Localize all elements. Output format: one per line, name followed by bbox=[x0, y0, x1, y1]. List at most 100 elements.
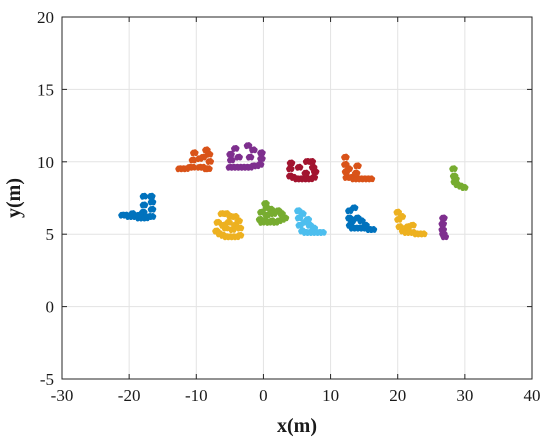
data-point bbox=[423, 231, 428, 236]
data-point bbox=[203, 154, 208, 160]
data-point bbox=[239, 165, 244, 170]
data-point bbox=[412, 231, 417, 237]
data-point bbox=[298, 229, 303, 234]
data-point bbox=[307, 217, 313, 222]
data-point bbox=[182, 166, 187, 171]
data-point bbox=[144, 193, 149, 199]
data-point bbox=[403, 224, 408, 229]
data-point bbox=[231, 146, 236, 151]
data-point bbox=[341, 169, 347, 174]
data-point bbox=[194, 150, 199, 155]
data-point bbox=[249, 163, 254, 169]
data-point bbox=[294, 165, 300, 170]
data-point bbox=[238, 218, 243, 223]
data-point bbox=[299, 176, 304, 182]
data-point bbox=[298, 211, 303, 216]
data-point bbox=[318, 230, 323, 235]
data-point bbox=[344, 166, 349, 171]
data-point bbox=[309, 226, 314, 231]
data-point bbox=[361, 218, 366, 223]
data-point bbox=[245, 165, 250, 170]
data-point bbox=[302, 211, 307, 216]
data-point bbox=[399, 224, 405, 229]
data-point bbox=[300, 220, 306, 225]
data-point bbox=[322, 230, 327, 235]
data-point bbox=[361, 223, 366, 228]
data-point bbox=[351, 226, 357, 231]
y-tick-label: 15 bbox=[37, 80, 54, 99]
data-point bbox=[230, 151, 235, 157]
data-point bbox=[226, 211, 231, 216]
data-point bbox=[265, 201, 270, 206]
data-point bbox=[249, 147, 254, 153]
data-point bbox=[229, 234, 234, 239]
data-point bbox=[286, 166, 291, 171]
data-point bbox=[267, 218, 273, 224]
data-point bbox=[139, 212, 144, 217]
data-point bbox=[257, 150, 262, 156]
y-tick-label: 10 bbox=[37, 153, 54, 172]
data-point bbox=[402, 230, 407, 235]
data-point bbox=[347, 218, 353, 224]
data-point bbox=[440, 234, 445, 239]
data-point bbox=[342, 175, 347, 180]
data-point bbox=[302, 176, 308, 182]
data-point bbox=[306, 176, 311, 182]
data-point bbox=[313, 164, 318, 170]
data-point bbox=[147, 200, 152, 205]
data-point bbox=[212, 229, 217, 234]
data-point bbox=[232, 165, 237, 170]
grid bbox=[61, 16, 533, 380]
data-point bbox=[217, 211, 222, 216]
data-point bbox=[353, 163, 358, 169]
series-cluster bbox=[449, 165, 469, 192]
data-point bbox=[311, 159, 317, 164]
data-point bbox=[261, 201, 266, 206]
series-cluster bbox=[255, 199, 290, 226]
data-point bbox=[280, 215, 285, 221]
data-point bbox=[349, 205, 355, 211]
data-point bbox=[264, 220, 269, 225]
data-point bbox=[359, 176, 365, 182]
data-point bbox=[205, 159, 210, 164]
data-point bbox=[401, 214, 407, 219]
data-point bbox=[286, 173, 291, 179]
data-point bbox=[291, 160, 296, 165]
data-point bbox=[301, 230, 306, 235]
data-point bbox=[235, 222, 240, 228]
data-point bbox=[412, 222, 417, 228]
data-point bbox=[299, 164, 304, 170]
series-cluster bbox=[294, 207, 327, 236]
data-point bbox=[351, 171, 357, 176]
data-point bbox=[293, 175, 298, 180]
data-point bbox=[313, 225, 319, 231]
data-point bbox=[270, 206, 276, 212]
data-point bbox=[358, 226, 363, 231]
data-point bbox=[349, 176, 355, 182]
data-point bbox=[223, 222, 228, 228]
data-point bbox=[308, 165, 314, 170]
data-point bbox=[397, 214, 402, 219]
data-point bbox=[453, 182, 458, 187]
data-point bbox=[405, 230, 410, 235]
data-point bbox=[235, 233, 240, 238]
y-tick-label: 5 bbox=[46, 225, 55, 244]
data-point bbox=[301, 171, 306, 176]
data-point bbox=[439, 215, 444, 221]
data-point bbox=[363, 176, 368, 182]
x-tick-label: 10 bbox=[322, 386, 339, 405]
data-point bbox=[365, 222, 370, 228]
data-point bbox=[240, 225, 245, 231]
data-point bbox=[229, 165, 234, 170]
y-tick-label: -5 bbox=[40, 370, 54, 389]
data-point bbox=[348, 226, 353, 231]
data-point bbox=[353, 176, 358, 182]
data-point bbox=[255, 162, 261, 167]
data-point bbox=[443, 215, 448, 220]
series-cluster bbox=[393, 208, 428, 238]
data-point bbox=[118, 213, 123, 218]
data-point bbox=[235, 214, 240, 219]
data-point bbox=[365, 227, 370, 232]
data-point bbox=[245, 155, 250, 160]
